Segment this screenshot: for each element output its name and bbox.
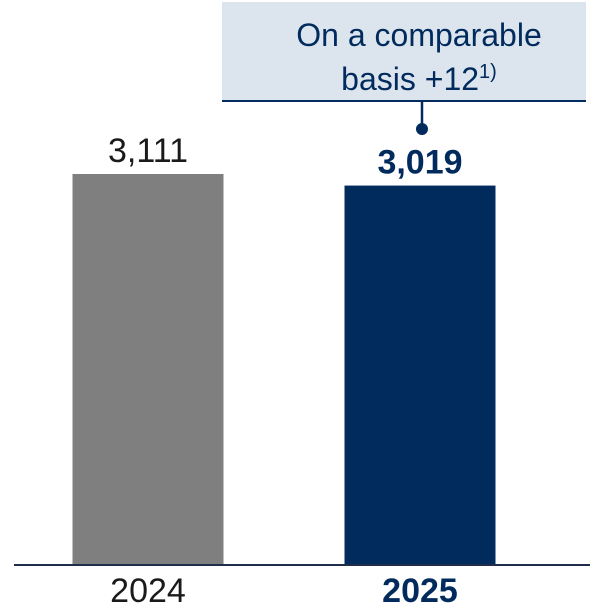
bars-group (72, 174, 496, 565)
annotation-box (222, 2, 586, 100)
annotation-dot (416, 123, 428, 135)
annotation-line1: On a comparable (296, 17, 541, 53)
bar-2024 (72, 174, 224, 565)
value-label-2025: 3,019 (377, 144, 462, 182)
annotation-line2-text: basis +12 (341, 61, 479, 97)
annotation-footnote: 1) (479, 61, 497, 83)
value-label-2024: 3,111 (108, 132, 188, 170)
value-labels-group: 3,111 3,019 (108, 132, 463, 182)
bar-2025 (344, 185, 496, 565)
category-label-2024: 2024 (110, 572, 186, 610)
annotation-callout: On a comparable basis +121) (222, 2, 586, 135)
category-labels-group: 2024 2025 (110, 572, 458, 610)
annotation-line2: basis +121) (341, 61, 497, 97)
category-label-2025: 2025 (382, 572, 458, 610)
